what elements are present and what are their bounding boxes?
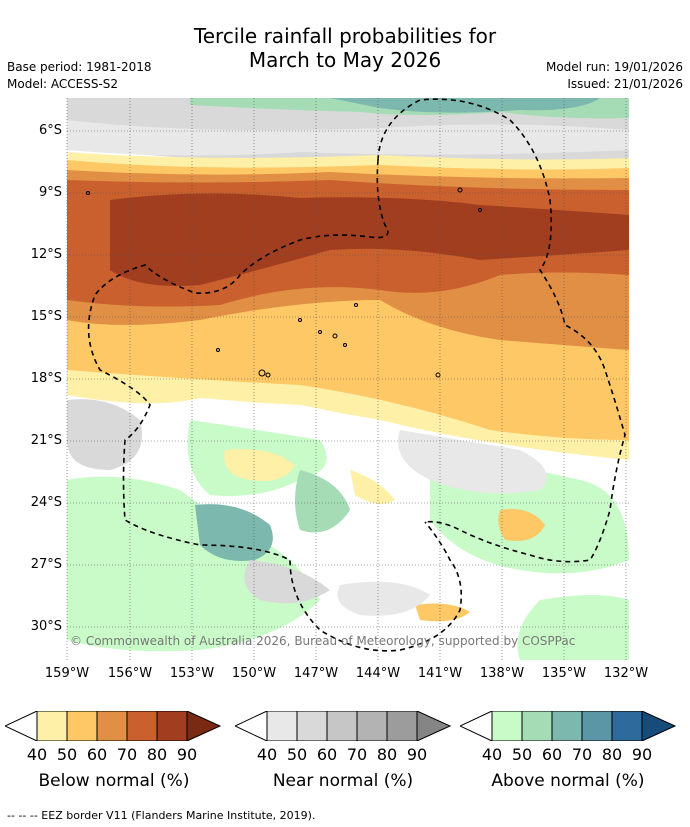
near-cbar-min-arrow [235,711,268,741]
copyright-notice: © Commonwealth of Australia 2026, Bureau… [70,634,576,648]
cbar-tick: 50 [511,745,533,764]
near-cbar-segment [356,711,388,741]
cbar-tick: 80 [376,745,398,764]
above-cbar-segment [611,711,643,741]
title-line-2: March to May 2026 [248,48,442,72]
below-cbar-segment [66,711,98,741]
above-normal-title: Above normal (%) [491,771,645,791]
map-title: Tercile rainfall probabilities for March… [0,24,690,72]
near-normal-colorbar [235,711,452,741]
above-cbar-max-arrow [641,711,677,741]
above-cbar-segment [521,711,553,741]
below-cbar-min-arrow [5,711,38,741]
below-cbar-max-arrow [186,711,222,741]
cbar-tick: 70 [346,745,368,764]
lat-label: 12°S [30,247,62,262]
lon-label: 156°W [107,666,153,681]
lat-label: 21°S [30,433,62,448]
cbar-tick: 90 [631,745,653,764]
meta-left: Base period: 1981-2018 Model: ACCESS-S2 [7,59,152,93]
below-cbar-segment [126,711,158,741]
lat-label: 6°S [38,123,62,138]
lon-label: 132°W [603,666,649,681]
cbar-tick: 40 [26,745,48,764]
below-cbar-segment [96,711,128,741]
lat-label: 24°S [30,495,62,510]
above-cbar-segment [551,711,583,741]
probability-field [67,98,629,660]
lon-label: 150°W [231,666,277,681]
cbar-tick: 40 [256,745,278,764]
cbar-tick: 80 [146,745,168,764]
cbar-tick: 90 [176,745,198,764]
lon-label: 144°W [355,666,401,681]
title-line-1: Tercile rainfall probabilities for [193,24,497,48]
near-cbar-segment [386,711,418,741]
lon-label: 141°W [417,666,463,681]
lat-label: 15°S [30,309,62,324]
cbar-tick: 50 [286,745,308,764]
near-cbar-segment [296,711,328,741]
lon-label: 138°W [479,666,525,681]
below-normal-title: Below normal (%) [38,771,190,791]
lat-label: 27°S [30,557,62,572]
lon-label: 153°W [169,666,215,681]
cbar-tick: 70 [571,745,593,764]
lon-label: 159°W [44,666,90,681]
above-cbar-segment [581,711,613,741]
lat-label: 18°S [30,371,62,386]
model-run: Model run: 19/01/2026 [545,60,683,74]
lon-label: 147°W [293,666,339,681]
near-cbar-segment [326,711,358,741]
lat-label: 30°S [30,619,62,634]
above-normal-colorbar [460,711,677,741]
model-name: Model: ACCESS-S2 [7,77,119,91]
cbar-tick: 70 [116,745,138,764]
cbar-tick: 40 [481,745,503,764]
above-cbar-segment [491,711,523,741]
below-cbar-segment [156,711,188,741]
base-period: Base period: 1981-2018 [7,60,152,74]
cbar-tick: 60 [86,745,108,764]
cbar-tick: 90 [406,745,428,764]
below-cbar-segment [36,711,68,741]
island-markers [86,187,482,378]
forecast-map [66,98,629,660]
near-cbar-max-arrow [416,711,452,741]
meta-right: Model run: 19/01/2026 Issued: 21/01/2026 [546,59,683,93]
issued-date: Issued: 21/01/2026 [567,77,683,91]
cbar-tick: 60 [541,745,563,764]
near-cbar-segment [266,711,298,741]
cbar-tick: 50 [56,745,78,764]
above-cbar-min-arrow [460,711,493,741]
cbar-tick: 60 [316,745,338,764]
near-normal-title: Near normal (%) [272,771,414,791]
lon-label: 135°W [541,666,587,681]
eez-footnote: -- -- -- EEZ border V11 (Flanders Marine… [7,809,316,822]
graticule [66,98,629,660]
below-normal-colorbar [5,711,222,741]
cbar-tick: 80 [601,745,623,764]
lat-label: 9°S [38,185,62,200]
